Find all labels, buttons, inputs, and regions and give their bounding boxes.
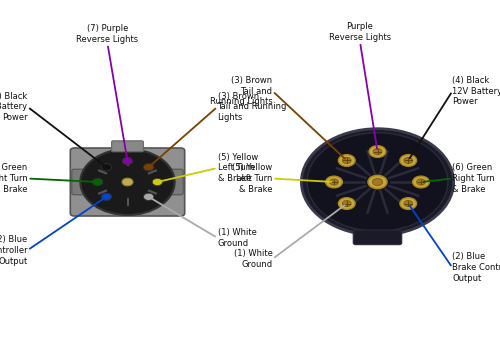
Circle shape [144,163,154,171]
Text: (2) Blue
Brake Controller
Output: (2) Blue Brake Controller Output [0,235,28,266]
Circle shape [330,179,338,185]
Circle shape [326,176,342,188]
Circle shape [372,178,382,186]
Text: (6) Green
Right Turn
& Brake: (6) Green Right Turn & Brake [0,163,28,194]
Text: (3) Brown
Tail and Running
Lights: (3) Brown Tail and Running Lights [218,91,287,122]
Circle shape [144,193,154,201]
Circle shape [307,133,448,231]
Text: (7) Purple
Reverse Lights: (7) Purple Reverse Lights [76,24,138,44]
Circle shape [373,148,382,155]
Circle shape [338,198,355,209]
Text: (5) Yellow
Left Turn
& Brake: (5) Yellow Left Turn & Brake [232,163,272,194]
Circle shape [101,193,112,201]
Circle shape [404,201,412,206]
Circle shape [338,155,355,166]
FancyBboxPatch shape [162,169,183,195]
FancyBboxPatch shape [353,230,402,245]
FancyBboxPatch shape [70,148,184,216]
Circle shape [342,158,351,163]
Text: Purple
Reverse Lights: Purple Reverse Lights [329,22,391,42]
Circle shape [400,198,416,209]
Text: (6) Green
Right Turn
& Brake: (6) Green Right Turn & Brake [452,163,495,194]
Circle shape [400,155,416,166]
Text: (4) Black
12V Battery
Power: (4) Black 12V Battery Power [0,91,28,122]
Text: (1) White
Ground: (1) White Ground [218,228,256,248]
Circle shape [122,158,132,165]
Circle shape [302,129,454,235]
Text: (5) Yellow
Left Turn
& Brake: (5) Yellow Left Turn & Brake [218,153,258,183]
Circle shape [92,178,103,186]
Circle shape [80,149,174,215]
Circle shape [368,175,387,189]
FancyBboxPatch shape [72,169,93,195]
Text: (2) Blue
Brake Controller
Output: (2) Blue Brake Controller Output [452,252,500,283]
Circle shape [122,178,133,186]
Circle shape [152,178,162,186]
FancyBboxPatch shape [112,141,144,152]
Circle shape [416,179,426,185]
Text: (1) White
Ground: (1) White Ground [234,249,272,269]
Circle shape [342,201,351,206]
Circle shape [412,176,430,188]
Circle shape [369,146,386,158]
Text: (4) Black
12V Battery
Power: (4) Black 12V Battery Power [452,76,500,106]
Circle shape [404,158,412,163]
Text: (3) Brown
Tail and
Running Lights: (3) Brown Tail and Running Lights [210,76,272,106]
Circle shape [101,163,112,171]
